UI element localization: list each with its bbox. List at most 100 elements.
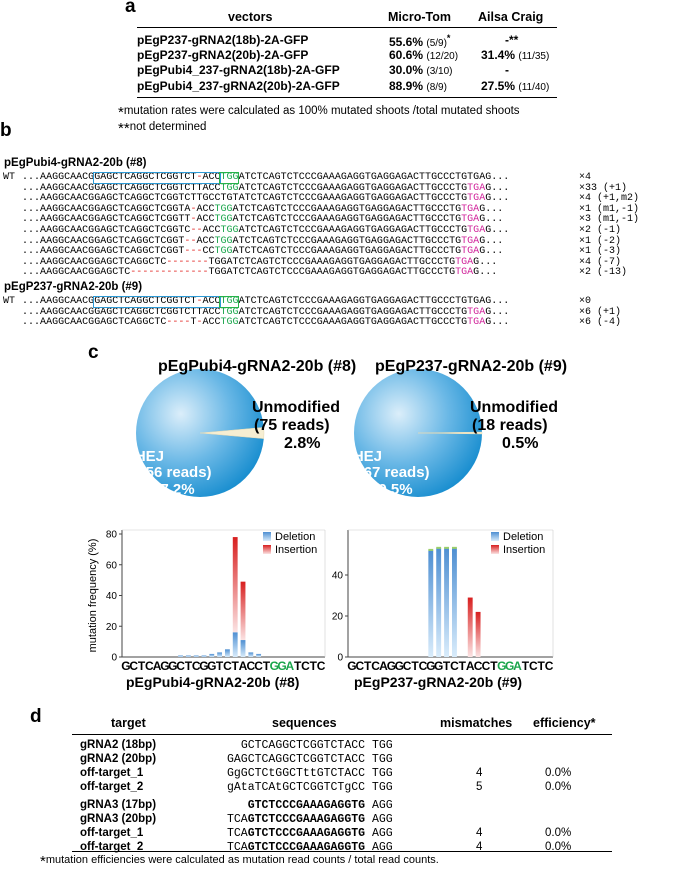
micro-tom-rate: 60.6% (12/20) [389,48,459,62]
x-tick-label: C [246,659,255,673]
sequence-text: ...AAGGCAACGGAGCTCAGGCTCGGT---CCTGGATCTC… [22,246,504,258]
x-tick-label: C [371,659,380,673]
bar-cap [444,546,450,549]
col-header-sequences: sequences [272,716,337,730]
pie-chart [136,369,265,497]
x-tick-label: T [364,659,372,673]
vector-name: pEgP237-gRNA2(18b)-2A-GFP [137,33,309,47]
sequence-text: ...AAGGCAACGGAGCTCAGGCTCGGT--ACCTGGATCTC… [22,235,504,247]
nhej-reads: (2656 reads) [124,464,212,481]
bar-deletion [256,653,262,657]
target-name: gRNA2 (18bp) [80,739,157,751]
x-tick-label: T [263,659,271,673]
note-text: not determined [129,121,207,133]
sequence-text: ...AAGGCAACGGAGCTCAGGCTCGGTT-ACCTGGATCTC… [22,214,504,226]
y-tick-label: 60 [106,560,118,571]
note-mark: ** [118,120,130,137]
sequence-line: ...AAGGCAACGGAGCTCAGGCTCGGTCTTACCTGGATCT… [0,183,675,195]
x-tick-label: A [239,659,248,673]
x-tick-label: C [254,659,263,673]
bar-deletion [428,550,434,657]
note-text: mutation efficiencies were calculated as… [45,854,439,866]
bar-deletion [178,655,183,657]
mismatch-count: 5 [476,781,483,793]
sequence-text: ...AAGGCAACGGAGCTCAGGCTC----T-ACCTGGATCT… [22,317,510,329]
x-tick-label: G [277,659,286,673]
pie-chart [354,369,483,497]
sequence-line: ...AAGGCAACGGAGCTCAGGCTCGGT--ACCTGGATCTC… [0,235,675,248]
legend-swatch-insertion [263,545,271,554]
read-count: ×4 (+1,m2) [579,193,640,205]
sequence-text: ...AAGGCAACGGAGCTCAGGCTCGGTA-ACCTGGATCTC… [22,203,504,215]
sequence-line: ...AAGGCAACGGAGCTCAGGCTCGGTA-ACCTGGATCTC… [0,203,675,216]
bar-deletion [217,652,223,657]
efficiency-value: 0.0% [545,781,572,793]
target-sequence: GgGCTCtGGCTttGTCTACC TGG [227,767,393,780]
y-tick-label: 40 [332,571,344,582]
protospacer-box [93,296,221,308]
x-tick-label: G [434,659,443,673]
x-tick-label: A [153,659,162,673]
x-tick-label: G [505,659,514,673]
x-tick-label: T [522,659,530,673]
col-header-ailsa-craig: Ailsa Craig [478,10,544,24]
table-a-rule [137,27,557,28]
x-tick-label: C [482,659,491,673]
legend-label-deletion: Deletion [503,531,543,543]
bar-deletion [248,652,254,657]
note-mark: * [118,104,124,121]
target-sequence: gAtaTCAtGCTCGGTCTgCC TGG [227,781,393,794]
sequence-line: ...AAGGCAACGGAGCTCAGGCTC-------TGGATCTCA… [0,256,675,269]
x-tick-label: C [176,659,185,673]
col-header-mismatches: mismatches [440,716,513,730]
unmodified-reads: (75 reads) [254,417,330,434]
read-count: ×4 [579,172,592,183]
efficiency-value: 0.0% [545,841,572,853]
col-header-target: target [111,716,146,730]
sequence-line: ...AAGGCAACGGAGCTCAGGCTCGGTC--ACCTGGATCT… [0,226,675,237]
legend-label-insertion: Insertion [275,544,317,556]
x-tick-label: G [497,659,506,673]
unmodified-label: Unmodified [470,399,558,416]
pie-title: pEgPubi4-gRNA2-20b (#8) [158,358,357,375]
bar-deletion [444,548,450,657]
unmodified-label: Unmodified [252,399,340,416]
x-tick-label: A [466,659,475,673]
col-header-efficiency: efficiency* [533,716,596,730]
read-count: ×2 (-1) [579,225,622,236]
x-tick-label: C [129,659,138,673]
mismatch-count: 4 [476,827,483,839]
bar-deletion [185,655,191,657]
micro-tom-rate: 30.0% (3/10) [389,63,453,77]
x-tick-label: T [310,659,318,673]
y-tick-label: 80 [106,530,118,541]
x-tick-label: G [270,659,279,673]
sequence-line: ...AAGGCAACGGAGCTCAGGCTC----T-ACCTGGATCT… [0,318,675,329]
x-tick-label: C [223,659,232,673]
bar-deletion [240,640,246,657]
col-header-micro-tom: Micro-Tom [388,10,451,24]
sequence-text: ...AAGGCAACGGAGCTCAGGCTC-------TGGATCTCA… [22,256,498,268]
x-tick-label: C [474,659,483,673]
bar-deletion [232,632,238,657]
panel-d-label: d [30,706,42,727]
x-tick-label: T [216,659,224,673]
legend-swatch-deletion [491,532,499,541]
micro-tom-rate: 55.6% (5/9)* [389,33,451,49]
read-count: ×1 (-2) [579,235,622,247]
mismatch-count: 4 [476,767,483,779]
legend-label-insertion: Insertion [503,544,545,556]
y-tick-label: 40 [106,591,118,602]
x-tick-label: C [450,659,459,673]
read-count: ×3 (m1,-1) [579,214,640,226]
x-tick-label: T [294,659,302,673]
x-tick-label: A [513,659,522,673]
note-mark: * [40,853,46,870]
mismatch-count: 4 [476,841,483,853]
vector-name: pEgP237-gRNA2(20b)-2A-GFP [137,48,309,62]
sequence-text: ...AAGGCAACGGAGCTCAGGCTCGGTCTTGCCTGTATCT… [22,193,510,205]
x-tick-label: G [426,659,435,673]
bar-insertion [475,611,481,657]
